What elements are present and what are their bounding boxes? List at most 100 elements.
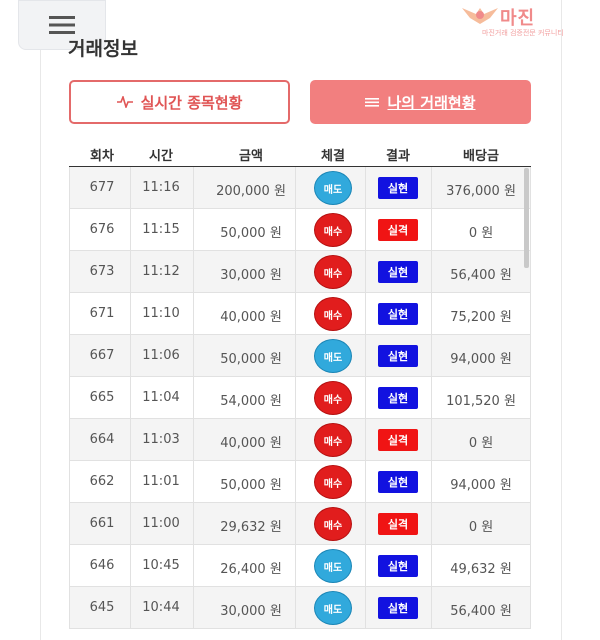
- column-divider: [530, 335, 531, 376]
- column-divider: [530, 461, 531, 502]
- column-divider: [295, 293, 296, 334]
- column-divider: [295, 545, 296, 586]
- column-divider: [431, 377, 432, 418]
- column-divider: [69, 419, 70, 460]
- column-divider: [69, 209, 70, 250]
- column-divider: [365, 335, 366, 376]
- column-divider: [365, 377, 366, 418]
- column-divider: [295, 419, 296, 460]
- cell-time: 11:01: [142, 474, 180, 489]
- execution-badge: 매수: [314, 423, 352, 457]
- result-badge: 실현: [378, 597, 418, 619]
- column-divider: [431, 251, 432, 292]
- column-divider: [431, 209, 432, 250]
- column-divider: [130, 293, 131, 334]
- column-divider: [431, 293, 432, 334]
- cell-amount: 50,000 원: [220, 352, 282, 367]
- hamburger-menu-icon: [49, 16, 75, 34]
- cell-round: 664: [89, 432, 115, 447]
- header-amount: 금액: [239, 149, 263, 164]
- column-divider: [69, 335, 70, 376]
- cell-amount: 40,000 원: [220, 310, 282, 325]
- menu-button[interactable]: [18, 0, 106, 50]
- column-divider: [431, 587, 432, 628]
- cell-round: 645: [89, 600, 115, 615]
- table-row: 645 10:44 30,000 원 매도 실현 56,400 원: [69, 587, 531, 629]
- header-execution: 체결: [321, 149, 345, 164]
- column-divider: [193, 209, 194, 250]
- result-badge: 실현: [378, 261, 418, 283]
- column-divider: [530, 503, 531, 544]
- execution-badge: 매수: [314, 507, 352, 541]
- tab-my-trades[interactable]: 나의 거래현황: [310, 80, 531, 124]
- cell-payout: 75,200 원: [450, 310, 512, 325]
- column-divider: [530, 545, 531, 586]
- result-badge: 실현: [378, 387, 418, 409]
- execution-badge: 매수: [314, 297, 352, 331]
- section-title: 거래정보: [68, 38, 138, 60]
- cell-time: 11:12: [142, 264, 180, 279]
- cell-payout: 49,632 원: [450, 562, 512, 577]
- table-header: 회차 시간 금액 체결 결과 배당금: [69, 142, 531, 166]
- cell-time: 10:44: [142, 600, 180, 615]
- cell-time: 11:06: [142, 348, 180, 363]
- cell-round: 646: [89, 558, 115, 573]
- cell-time: 11:10: [142, 306, 180, 321]
- cell-payout: 376,000 원: [446, 184, 516, 199]
- cell-round: 661: [89, 516, 115, 531]
- column-divider: [365, 419, 366, 460]
- column-divider: [365, 503, 366, 544]
- scrollbar[interactable]: [524, 168, 529, 268]
- result-badge: 실현: [378, 303, 418, 325]
- column-divider: [69, 377, 70, 418]
- column-divider: [365, 461, 366, 502]
- cell-round: 662: [89, 474, 115, 489]
- column-divider: [431, 335, 432, 376]
- column-divider: [365, 251, 366, 292]
- column-divider: [193, 461, 194, 502]
- result-badge: 실현: [378, 177, 418, 199]
- table-row: 667 11:06 50,000 원 매도 실현 94,000 원: [69, 335, 531, 377]
- column-divider: [69, 461, 70, 502]
- result-badge: 실격: [378, 429, 418, 451]
- cell-time: 11:03: [142, 432, 180, 447]
- execution-badge: 매수: [314, 465, 352, 499]
- column-divider: [431, 503, 432, 544]
- cell-time: 10:45: [142, 558, 180, 573]
- cell-amount: 26,400 원: [220, 562, 282, 577]
- column-divider: [530, 419, 531, 460]
- table-row: 661 11:00 29,632 원 매수 실격 0 원: [69, 503, 531, 545]
- column-divider: [295, 251, 296, 292]
- logo-text: 마진: [500, 8, 536, 29]
- column-divider: [530, 587, 531, 628]
- cell-time: 11:00: [142, 516, 180, 531]
- execution-badge: 매수: [314, 213, 352, 247]
- site-logo[interactable]: 마진 마진거래 검증전문 커뮤니티: [460, 4, 592, 38]
- column-divider: [431, 419, 432, 460]
- cell-round: 673: [89, 264, 115, 279]
- tab-realtime-stocks[interactable]: 실시간 종목현황: [69, 80, 290, 124]
- header-time: 시간: [149, 149, 173, 164]
- execution-badge: 매도: [314, 549, 352, 583]
- column-divider: [530, 293, 531, 334]
- column-divider: [365, 167, 366, 208]
- column-divider: [295, 377, 296, 418]
- execution-badge: 매수: [314, 381, 352, 415]
- column-divider: [193, 251, 194, 292]
- table-row: 671 11:10 40,000 원 매수 실현 75,200 원: [69, 293, 531, 335]
- column-divider: [130, 419, 131, 460]
- column-divider: [130, 377, 131, 418]
- column-divider: [530, 167, 531, 208]
- column-divider: [295, 461, 296, 502]
- column-divider: [193, 503, 194, 544]
- column-divider: [295, 209, 296, 250]
- cell-round: 671: [89, 306, 115, 321]
- cell-payout: 0 원: [468, 226, 494, 241]
- column-divider: [130, 503, 131, 544]
- table-row: 676 11:15 50,000 원 매수 실격 0 원: [69, 209, 531, 251]
- result-badge: 실현: [378, 471, 418, 493]
- cell-amount: 40,000 원: [220, 436, 282, 451]
- cell-payout: 0 원: [468, 520, 494, 535]
- cell-amount: 50,000 원: [220, 478, 282, 493]
- execution-badge: 매도: [314, 171, 352, 205]
